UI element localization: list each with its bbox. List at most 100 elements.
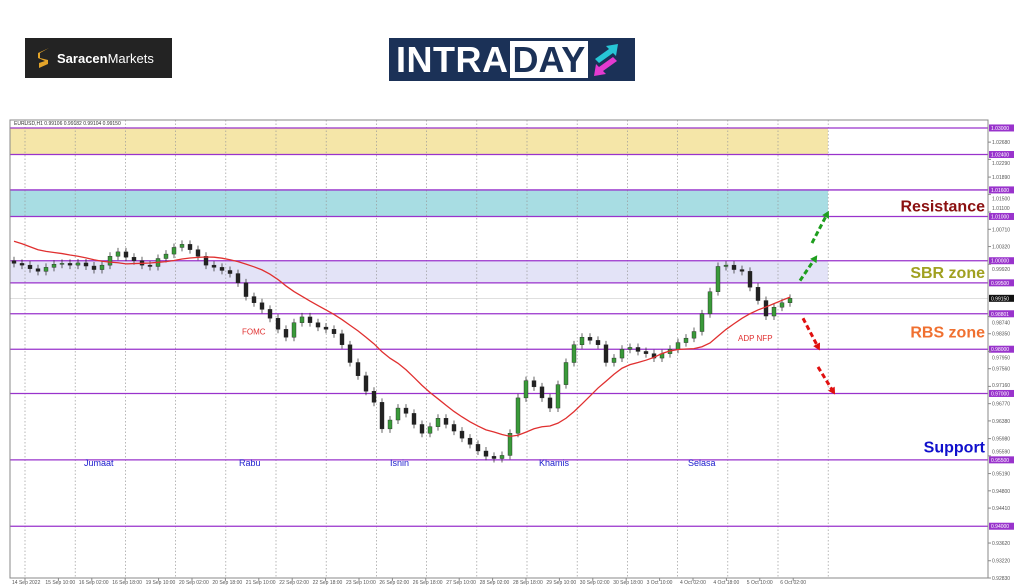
candle-body bbox=[747, 271, 753, 288]
candle-body bbox=[627, 347, 633, 350]
level-price-label: 0.97000 bbox=[991, 391, 1009, 397]
x-tick-label: 15 Sep 10:00 bbox=[45, 580, 75, 586]
level-price-tag bbox=[989, 456, 1014, 464]
saracen-logo-text: SaracenMarkets bbox=[57, 50, 154, 66]
candle-body bbox=[787, 298, 793, 303]
moving-average-line bbox=[13, 240, 791, 437]
x-tick-label: 22 Sep 18:00 bbox=[313, 580, 343, 586]
arrow-head bbox=[822, 210, 830, 219]
level-price-label: 0.94000 bbox=[991, 524, 1009, 530]
x-tick-label: 29 Sep 10:00 bbox=[546, 580, 576, 586]
x-tick-label: 28 Sep 18:00 bbox=[513, 580, 543, 586]
candle-body bbox=[315, 322, 321, 328]
intraday-logo-text-2: DAY bbox=[509, 41, 589, 78]
level-price-tag bbox=[989, 151, 1014, 159]
candle-body bbox=[555, 384, 561, 409]
candle-body bbox=[275, 318, 281, 330]
event-label: ADP NFP bbox=[738, 334, 773, 343]
x-tick-label: 26 Sep 02:00 bbox=[379, 580, 409, 586]
candle-body bbox=[251, 296, 257, 303]
zone-label: Support bbox=[924, 440, 986, 457]
candle-body bbox=[563, 362, 569, 385]
intraday-logo-text-1: INTRA bbox=[396, 38, 509, 80]
candle-body bbox=[123, 251, 129, 258]
level-price-label: 1.01600 bbox=[991, 188, 1009, 194]
level-price-label: 1.00000 bbox=[991, 259, 1009, 265]
y-tick-label: 1.02680 bbox=[992, 140, 1010, 146]
saracen-markets-logo: SaracenMarkets bbox=[25, 38, 172, 78]
candle-body bbox=[363, 375, 369, 392]
candle-body bbox=[91, 265, 97, 270]
candle-body bbox=[587, 337, 593, 341]
x-tick-label: 28 Sep 02:00 bbox=[480, 580, 510, 586]
y-tick-label: 0.98350 bbox=[992, 332, 1010, 338]
arrow-up-icon bbox=[798, 257, 817, 282]
candle-body bbox=[339, 333, 345, 345]
candle-body bbox=[19, 263, 25, 266]
level-price-tag bbox=[989, 279, 1014, 287]
candle-body bbox=[507, 433, 513, 456]
day-label: Jumaat bbox=[84, 458, 114, 468]
candle-body bbox=[379, 402, 385, 430]
candle-body bbox=[227, 270, 233, 274]
candle-body bbox=[347, 344, 353, 363]
candle-body bbox=[387, 419, 393, 430]
y-tick-label: 0.97160 bbox=[992, 383, 1010, 389]
level-price-tag bbox=[989, 186, 1014, 194]
zone-label: SBR zone bbox=[910, 265, 985, 282]
candle-body bbox=[531, 380, 537, 388]
x-tick-label: 4 Oct 18:00 bbox=[713, 580, 739, 586]
candle-body bbox=[331, 329, 337, 334]
level-price-tag bbox=[989, 345, 1014, 353]
candle-body bbox=[619, 349, 625, 359]
y-tick-label: 1.01100 bbox=[992, 206, 1010, 212]
y-tick-label: 0.99920 bbox=[992, 267, 1010, 273]
candle-body bbox=[147, 264, 153, 267]
up-down-arrows-icon bbox=[594, 43, 619, 76]
x-tick-label: 19 Sep 10:00 bbox=[146, 580, 176, 586]
price-zone bbox=[10, 189, 828, 217]
candle-body bbox=[243, 282, 249, 297]
candle-body bbox=[219, 267, 225, 271]
candle-body bbox=[499, 455, 505, 459]
chart-border bbox=[9, 119, 989, 579]
candle-body bbox=[691, 331, 697, 339]
candle-body bbox=[643, 351, 649, 354]
y-tick-label: 0.93620 bbox=[992, 541, 1010, 547]
x-tick-label: 21 Sep 10:00 bbox=[246, 580, 276, 586]
x-tick-label: 30 Sep 18:00 bbox=[613, 580, 643, 586]
candle-body bbox=[475, 444, 481, 452]
candle-body bbox=[611, 357, 617, 363]
level-price-label: 0.99500 bbox=[991, 281, 1009, 287]
zone-label: Resistance bbox=[901, 198, 986, 215]
x-tick-label: 20 Sep 02:00 bbox=[179, 580, 209, 586]
x-tick-label: 30 Sep 02:00 bbox=[580, 580, 610, 586]
candle-body bbox=[595, 340, 601, 345]
arrow-head bbox=[813, 342, 821, 351]
candle-body bbox=[179, 244, 185, 248]
x-tick-label: 16 Sep 02:00 bbox=[79, 580, 109, 586]
level-price-tag bbox=[989, 522, 1014, 530]
level-price-tag bbox=[989, 257, 1014, 265]
level-price-tag bbox=[989, 389, 1014, 397]
x-tick-label: 3 Oct 10:00 bbox=[647, 580, 673, 586]
candle-body bbox=[675, 342, 681, 350]
level-price-tag bbox=[989, 212, 1014, 220]
level-price-label: 0.98801 bbox=[991, 312, 1009, 318]
candle-body bbox=[203, 256, 209, 266]
candle-body bbox=[459, 430, 465, 439]
x-tick-label: 4 Oct 02:00 bbox=[680, 580, 706, 586]
y-tick-label: 0.95190 bbox=[992, 472, 1010, 478]
y-tick-label: 0.95590 bbox=[992, 449, 1010, 455]
candle-body bbox=[771, 306, 777, 317]
y-tick-label: 1.01890 bbox=[992, 175, 1010, 181]
candle-body bbox=[467, 437, 473, 445]
candle-body bbox=[411, 413, 417, 425]
y-tick-label: 0.96380 bbox=[992, 419, 1010, 425]
level-price-label: 1.02400 bbox=[991, 153, 1009, 159]
x-tick-label: 26 Sep 18:00 bbox=[413, 580, 443, 586]
arrow-down-icon bbox=[801, 317, 820, 348]
candle-body bbox=[43, 267, 49, 272]
level-price-label: 1.03000 bbox=[991, 126, 1009, 132]
arrow-up-icon bbox=[810, 213, 829, 244]
